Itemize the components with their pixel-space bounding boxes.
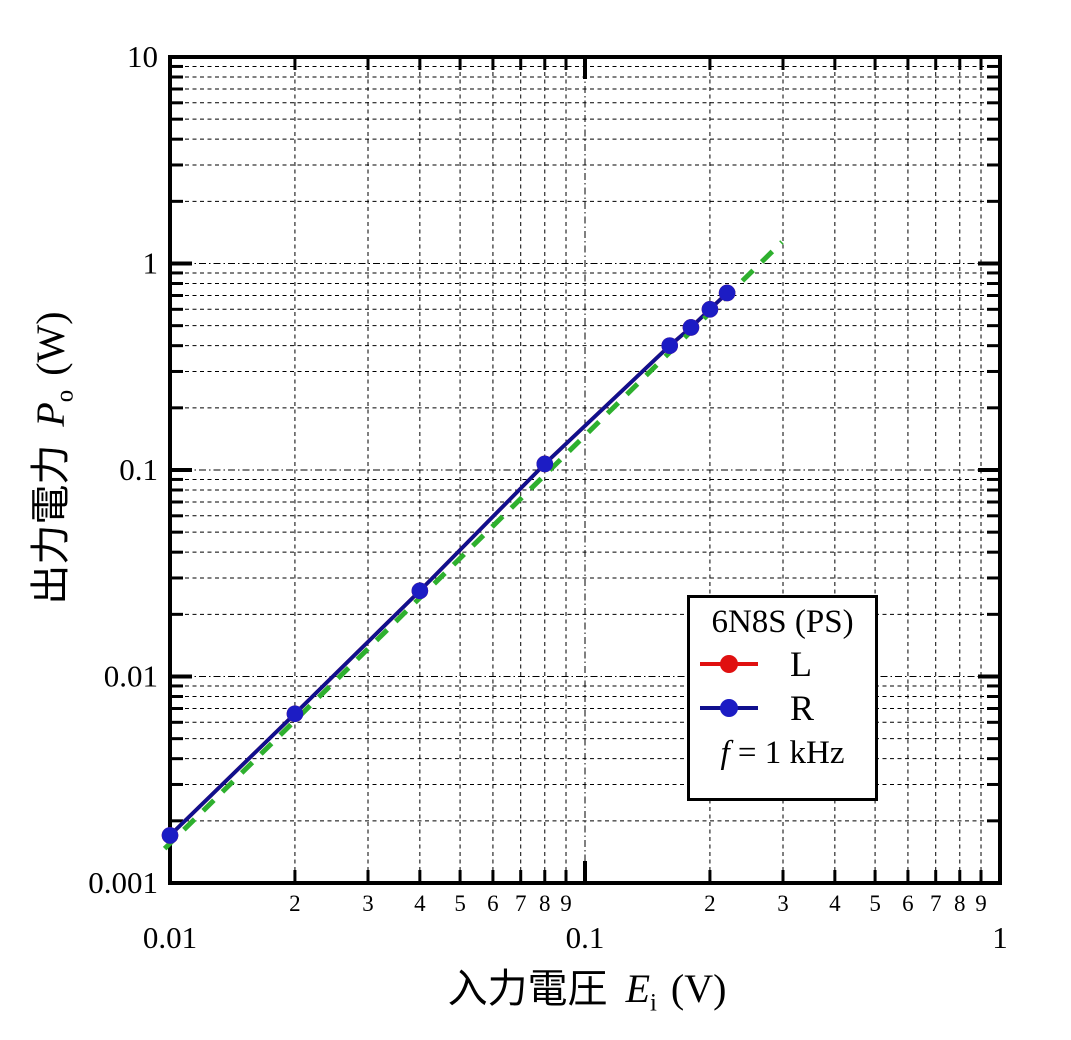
data-point-R [701, 301, 719, 318]
legend-marker-R-icon [720, 699, 738, 717]
legend-label-R: R [790, 688, 815, 728]
x-minor-tick-label: 5 [869, 891, 881, 916]
series-line-R [168, 291, 730, 838]
data-point-R [536, 455, 554, 473]
x-minor-tick-label: 2 [289, 891, 301, 916]
legend: 6N8S (PS) L R f = 1 kHz [687, 595, 878, 801]
x-minor-tick-label: 9 [975, 891, 987, 916]
data-point-R [286, 705, 304, 723]
legend-line-R-icon [700, 699, 758, 717]
x-minor-tick-label: 6 [902, 891, 914, 916]
y-axis-title-unit: (W) [28, 311, 73, 376]
x-minor-tick-label: 8 [954, 891, 966, 916]
y-axis-title-sub: o [51, 389, 79, 403]
legend-marker-L-icon [720, 655, 738, 673]
legend-note: f = 1 kHz [720, 732, 844, 774]
y-tick-label: 0.1 [119, 452, 158, 487]
data-point-R [161, 827, 179, 844]
y-axis-title: 出力電力 Po (W) [18, 178, 79, 738]
y-tick-label: 0.001 [88, 865, 158, 900]
legend-note-var: f [720, 735, 730, 771]
data-point-R [661, 337, 679, 354]
y-tick-label: 0.01 [104, 659, 158, 694]
plot-frame [168, 55, 1002, 885]
x-axis-title-unit: (V) [670, 966, 727, 1011]
x-minor-tick-label: 5 [454, 891, 466, 916]
legend-title: 6N8S (PS) [711, 604, 854, 640]
x-minor-tick-label: 3 [362, 891, 374, 916]
x-axis-title: 入力電圧 Ei (V) [170, 956, 1004, 1017]
x-minor-tick-label: 7 [930, 891, 942, 916]
x-minor-tick-label: 8 [539, 891, 551, 916]
x-minor-tick-label: 3 [777, 891, 789, 916]
x-minor-tick-label: 4 [829, 891, 841, 916]
legend-entry-R: R [690, 686, 875, 730]
legend-line-L-icon [700, 655, 758, 673]
legend-entry-L: L [690, 642, 875, 686]
data-point-R [682, 319, 700, 336]
y-tick-label: 1 [143, 246, 159, 281]
legend-label-L: L [790, 644, 812, 684]
x-minor-tick-label: 4 [414, 891, 426, 916]
x-axis-title-sub: i [650, 989, 657, 1017]
x-minor-tick-label: 9 [560, 891, 572, 916]
y-axis-title-var: P [28, 402, 73, 427]
reference-line [162, 240, 784, 851]
legend-note-text: = 1 kHz [729, 735, 845, 771]
y-axis-title-cjk: 出力電力 [28, 444, 73, 605]
data-point-R [718, 284, 736, 302]
x-axis-title-cjk: 入力電圧 [447, 966, 608, 1011]
x-axis-title-var: E [625, 966, 650, 1011]
x-tick-label: 0.1 [566, 920, 605, 955]
x-tick-label: 1 [992, 920, 1008, 955]
y-tick-label: 10 [127, 39, 158, 74]
x-minor-tick-label: 2 [704, 891, 716, 916]
x-tick-label: 0.01 [143, 920, 197, 955]
data-point-R [411, 582, 429, 600]
x-minor-tick-label: 7 [515, 891, 527, 916]
x-minor-tick-label: 6 [487, 891, 499, 916]
